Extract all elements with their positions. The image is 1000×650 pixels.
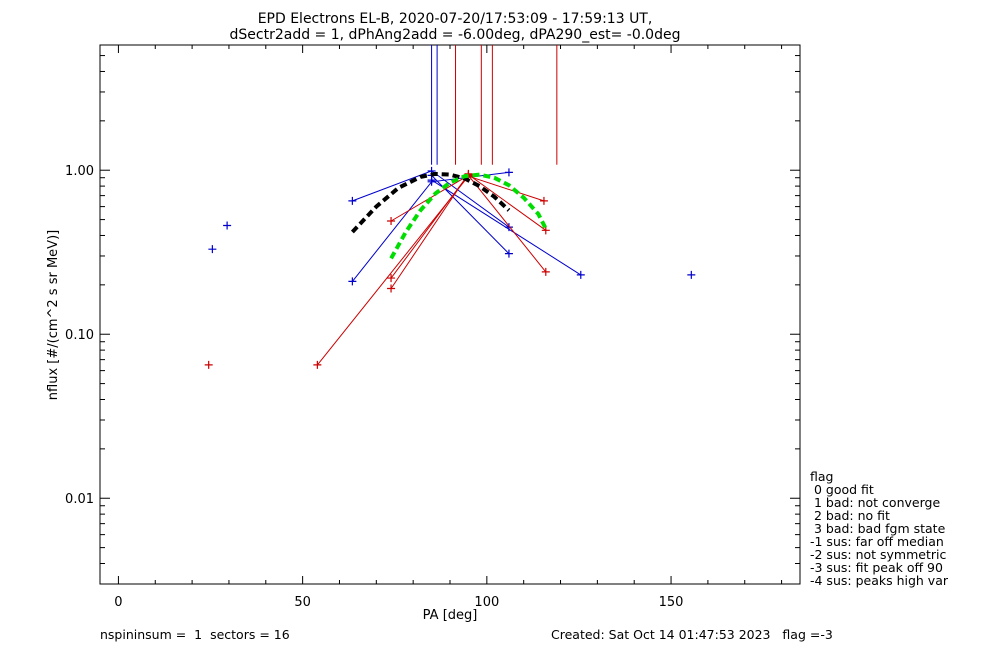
vertical-markers xyxy=(431,45,558,165)
legend-item: 0 good fit xyxy=(810,482,874,497)
footer-left: nspininsum = 1 sectors = 16 xyxy=(100,627,290,642)
blue-data-point xyxy=(348,196,357,205)
red-data-point xyxy=(387,284,396,293)
x-tick-label: 100 xyxy=(474,595,499,610)
x-tick-label: 150 xyxy=(659,595,684,610)
y-tick-label: 1.00 xyxy=(65,164,94,179)
red-series-line xyxy=(390,174,547,273)
footer-right: Created: Sat Oct 14 01:47:53 2023 flag =… xyxy=(551,627,833,642)
red-series-line xyxy=(390,173,547,279)
x-axis-label: PA [deg] xyxy=(423,608,478,623)
x-tick-label: 0 xyxy=(114,595,122,610)
blue-data-point xyxy=(576,270,585,279)
red-data-point xyxy=(387,274,396,283)
blue-data-point xyxy=(687,270,696,279)
red-data-point xyxy=(204,360,213,369)
chart-title-line1: EPD Electrons EL-B, 2020-07-20/17:53:09 … xyxy=(258,11,653,27)
red-data-point xyxy=(387,217,396,226)
y-tick-label: 0.10 xyxy=(65,328,94,343)
blue-data-point xyxy=(504,168,513,177)
legend: flag 0 good fit 1 bad: not converge 2 ba… xyxy=(810,469,949,588)
chart-title-line2: dSectr2add = 1, dPhAng2add = -6.00deg, d… xyxy=(230,27,681,43)
legend-item: 1 bad: not converge xyxy=(810,495,940,510)
legend-item: 3 bad: bad fgm state xyxy=(810,521,946,536)
y-axis-label: nflux [#/(cm^2 s sr MeV)] xyxy=(46,230,61,400)
axes: 0 50 100 150 0.01 0.10 1.00 xyxy=(65,45,800,610)
blue-data-point xyxy=(504,249,513,258)
legend-title: flag xyxy=(810,469,833,484)
y-tick-label: 0.01 xyxy=(65,492,94,507)
green-fit-curve xyxy=(389,172,548,260)
x-tick-label: 50 xyxy=(294,595,311,610)
legend-item: -2 sus: not symmetric xyxy=(810,547,946,562)
legend-item: -3 sus: fit peak off 90 xyxy=(810,560,943,575)
blue-data-point xyxy=(427,176,436,185)
blue-series-line xyxy=(431,179,582,276)
blue-data-point xyxy=(223,221,232,230)
blue-data-point xyxy=(348,277,357,286)
red-data-point xyxy=(539,196,548,205)
legend-item: -4 sus: peaks high var xyxy=(810,573,949,588)
red-data-point xyxy=(541,267,550,276)
data-series xyxy=(204,166,696,369)
red-data-point xyxy=(541,226,550,235)
black-fit-curve xyxy=(350,171,511,234)
legend-item: -1 sus: far off median xyxy=(810,534,944,549)
legend-item: 2 bad: no fit xyxy=(810,508,890,523)
red-data-point xyxy=(313,360,322,369)
plot-frame xyxy=(99,44,801,585)
blue-data-point xyxy=(208,245,217,254)
